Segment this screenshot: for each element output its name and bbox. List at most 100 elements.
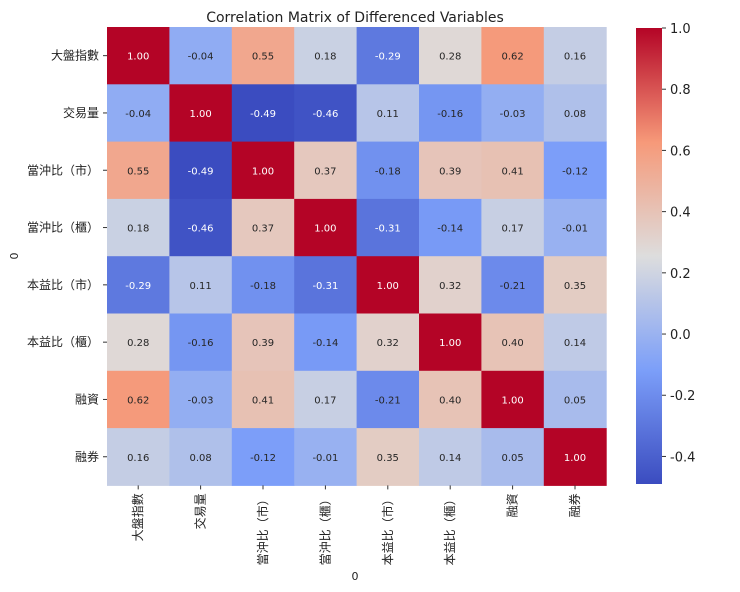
- heatmap-cell: [419, 84, 482, 143]
- cell-value-label: -0.01: [562, 224, 588, 235]
- cell-value-label: 0.05: [564, 395, 586, 406]
- heatmap-cell: [169, 141, 233, 200]
- cell-value-label: 0.55: [252, 52, 274, 63]
- heatmap-cell: [169, 313, 233, 372]
- cell-value-label: -0.29: [375, 52, 401, 63]
- heatmap-cell: [481, 256, 545, 314]
- colorbar-tick-label: 0.0: [670, 328, 691, 343]
- heatmap-cell: [169, 428, 233, 486]
- heatmap-cell: [543, 141, 607, 200]
- cell-value-label: -0.21: [500, 281, 526, 292]
- x-tick-label: 交易量: [193, 493, 208, 529]
- heatmap-cell: [543, 313, 607, 372]
- y-tick-label: 大盤指數: [51, 48, 99, 63]
- heatmap-cell: [294, 27, 358, 85]
- cell-value-label: -0.31: [312, 281, 338, 292]
- heatmap-cell: [107, 313, 170, 372]
- cell-value-label: -0.46: [188, 224, 214, 235]
- cell-value-label: 1.00: [377, 281, 399, 292]
- heatmap-cell: [107, 370, 170, 429]
- heatmap-cell: [481, 141, 545, 200]
- colorbar-tick-label: 0.4: [670, 206, 691, 221]
- colorbar-tick-label: 1.0: [670, 22, 691, 37]
- x-axis-ticks: 大盤指數 交易量 當沖比（市） 當沖比（櫃） 本益比（市） 本益比（櫃） 融資 融券: [130, 485, 582, 565]
- cell-value-label: -0.03: [500, 109, 526, 120]
- heatmap-cell: [356, 198, 420, 257]
- cell-value-label: 0.35: [377, 453, 399, 464]
- cell-value-label: -0.01: [312, 453, 338, 464]
- cell-value-label: -0.31: [375, 224, 401, 235]
- heatmap-cell: [481, 370, 545, 429]
- cell-value-label: 0.17: [501, 224, 523, 235]
- x-tick-label: 融券: [567, 493, 582, 517]
- colorbar: [636, 28, 662, 484]
- cell-value-label: 1.00: [252, 166, 274, 177]
- cell-value-label: 0.14: [439, 453, 461, 464]
- cell-value-label: 0.16: [127, 453, 149, 464]
- heatmap-cell: [294, 313, 358, 372]
- heatmap-cell: [294, 141, 358, 200]
- heatmap-cell: [107, 428, 170, 486]
- heatmap-cell: [356, 256, 420, 314]
- cell-value-label: 0.17: [314, 395, 336, 406]
- cell-value-label: 0.11: [189, 281, 211, 292]
- y-tick-label: 本益比（市）: [27, 277, 99, 292]
- heatmap-cell: [107, 198, 170, 257]
- cell-value-label: 1.00: [127, 52, 149, 63]
- colorbar-tick-label: 0.2: [670, 267, 691, 282]
- cell-value-label: 0.16: [564, 52, 586, 63]
- heatmap-cell: [107, 27, 170, 85]
- x-tick-label: 本益比（櫃）: [443, 493, 457, 565]
- cell-value-label: 0.37: [314, 166, 336, 177]
- heatmap-cell: [107, 256, 170, 314]
- heatmap-cell: [169, 84, 233, 143]
- heatmap-cell: [356, 428, 420, 486]
- x-tick-label: 當沖比（櫃）: [318, 493, 332, 565]
- heatmap-cell: [294, 84, 358, 143]
- heatmap-cell: [294, 198, 358, 257]
- heatmap-cell: [231, 256, 295, 314]
- y-tick-label: 當沖比（市）: [27, 162, 99, 177]
- heatmap-cell-labels: 1.00 -0.04 0.55 0.18 -0.29 0.28 0.62 0.16 -0.04 1…: [125, 52, 588, 464]
- heatmap-cells: [107, 27, 607, 486]
- colorbar-tick-label: 0.8: [670, 83, 691, 98]
- heatmap-cell: [231, 370, 295, 429]
- y-tick-label: 當沖比（櫃）: [27, 221, 99, 235]
- heatmap-cell: [419, 198, 482, 257]
- cell-value-label: -0.04: [188, 52, 214, 63]
- heatmap-cell: [543, 198, 607, 257]
- cell-value-label: 0.08: [564, 109, 586, 120]
- heatmap-cell: [231, 84, 295, 143]
- heatmap-cell: [356, 313, 420, 372]
- heatmap-cell: [294, 370, 358, 429]
- x-tick-label: 當沖比（市）: [255, 493, 270, 565]
- heatmap-cell: [169, 27, 233, 85]
- colorbar-tick-label: -0.4: [670, 450, 695, 465]
- x-axis-label: 0: [352, 570, 359, 583]
- x-tick-label: 本益比（市）: [380, 493, 395, 565]
- cell-value-label: -0.49: [250, 109, 276, 120]
- x-tick-label: 融資: [506, 493, 520, 517]
- cell-value-label: 0.41: [252, 395, 274, 406]
- cell-value-label: 0.14: [564, 338, 586, 349]
- heatmap-cell: [481, 428, 545, 486]
- y-tick-label: 交易量: [63, 105, 99, 120]
- heatmap-cell: [231, 198, 295, 257]
- y-axis-label: 0: [8, 253, 21, 260]
- cell-value-label: -0.12: [250, 453, 276, 464]
- y-tick-label: 融券: [75, 449, 99, 464]
- heatmap-cell: [356, 141, 420, 200]
- cell-value-label: -0.46: [312, 109, 338, 120]
- x-tick-label: 大盤指數: [130, 493, 145, 541]
- heatmap-cell: [356, 27, 420, 85]
- cell-value-label: 0.55: [127, 166, 149, 177]
- y-tick-label: 本益比（櫃）: [27, 335, 99, 349]
- cell-value-label: -0.18: [375, 166, 401, 177]
- heatmap-cell: [481, 313, 545, 372]
- heatmap-cell: [419, 141, 482, 200]
- cell-value-label: 0.08: [189, 453, 211, 464]
- cell-value-label: -0.16: [188, 338, 214, 349]
- cell-value-label: 1.00: [501, 395, 523, 406]
